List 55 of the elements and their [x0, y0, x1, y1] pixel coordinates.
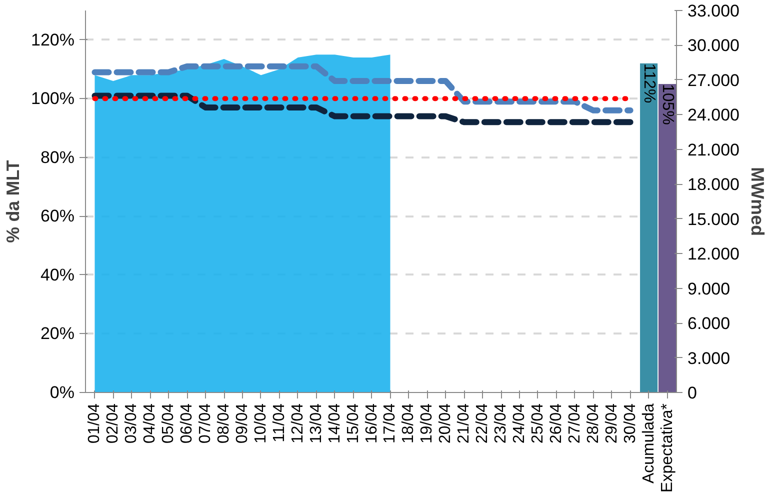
x-tick-label: 13/04 [308, 403, 325, 444]
x-tick-label: 09/04 [234, 403, 251, 444]
x-tick-label: 21/04 [456, 403, 473, 444]
y2-tick-label: 15.000 [688, 210, 740, 229]
y2-tick-label: 30.000 [688, 36, 740, 56]
y2-tick-label: 6.000 [688, 314, 730, 334]
x-tick-label: 14/04 [326, 403, 344, 444]
y-tick-label: 100% [31, 89, 75, 108]
x-tick-label: 04/04 [142, 403, 159, 444]
y2-tick-label: 24.000 [688, 106, 740, 125]
x-tick-label: 18/04 [400, 403, 418, 444]
x-tick-label: 30/04 [622, 403, 639, 444]
y2-tick-label: 12.000 [688, 244, 740, 264]
y-tick-label: 20% [40, 324, 75, 344]
x-tick-label: Expectativa* [658, 404, 676, 492]
x-tick-label: 08/04 [216, 403, 233, 444]
y2-tick-label: 0 [688, 384, 697, 402]
x-tick-label: 15/04 [344, 403, 362, 444]
y-tick-label: 60% [40, 206, 75, 226]
x-tick-label: 19/04 [418, 403, 436, 444]
y-axis-title: % da MLT [3, 160, 24, 243]
y2-tick-label: 3.000 [688, 348, 730, 368]
x-tick-label: 06/04 [178, 403, 196, 444]
x-tick-label: 10/04 [252, 403, 270, 444]
y2-tick-label: 33.000 [688, 2, 740, 20]
x-tick-label: 11/04 [270, 403, 288, 442]
y-tick-label: 40% [40, 265, 75, 284]
x-tick-label: 12/04 [289, 403, 306, 444]
x-tick-label: 22/04 [474, 403, 492, 444]
x-tick-label: 01/04 [86, 403, 104, 444]
x-tick-label: 26/04 [548, 403, 565, 444]
x-tick-label: 17/04 [382, 403, 399, 444]
x-tick-label: 29/04 [603, 403, 620, 444]
x-tick-label: 07/04 [197, 403, 214, 444]
y2-tick-label: 18.000 [688, 175, 740, 194]
x-tick-label: Acumulada [640, 403, 658, 484]
y-tick-label: 80% [40, 148, 75, 167]
y2-tick-label: 27.000 [688, 70, 740, 90]
y2-tick-label: 21.000 [688, 140, 740, 160]
x-tick-label: 05/04 [160, 403, 178, 444]
y-tick-label: 120% [31, 30, 75, 50]
x-tick-label: 20/04 [437, 403, 454, 444]
x-tick-label: 28/04 [584, 403, 602, 444]
x-tick-label: 24/04 [511, 403, 528, 444]
data-label: 112% [640, 63, 658, 104]
x-tick-label: 02/04 [104, 403, 122, 444]
x-tick-label: 23/04 [492, 403, 510, 444]
y2-tick-label: 9.000 [688, 279, 730, 298]
x-tick-label: 16/04 [363, 403, 380, 444]
y2-axis-title: MWmed [747, 167, 768, 236]
y-tick-label: 0% [50, 383, 75, 402]
x-tick-label: 03/04 [123, 403, 140, 444]
x-tick-label: 25/04 [529, 403, 546, 444]
x-tick-label: 27/04 [566, 403, 584, 444]
data-label: 105% [658, 84, 676, 125]
